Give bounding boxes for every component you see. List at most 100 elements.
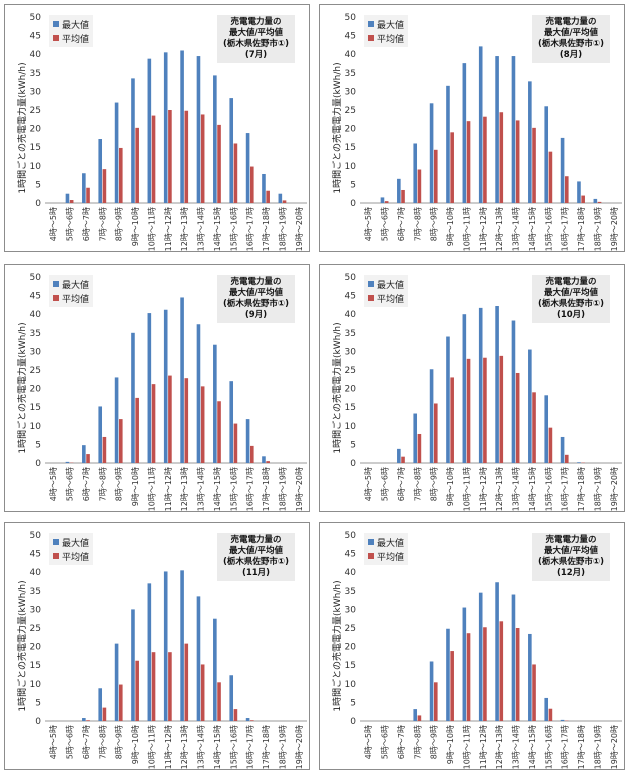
- legend-swatch: [53, 295, 59, 301]
- x-tick-label: 14時～15時: [213, 725, 222, 769]
- x-tick-label: 15時～16時: [544, 207, 553, 251]
- bar-avg: [433, 149, 438, 203]
- y-tick-label: 35: [30, 587, 41, 597]
- y-tick-label: 25: [345, 106, 356, 116]
- chart-panel: 0 5 10 15 20 25 30 35 40 45 50 4時～5時 5時～6時 6時～7時 7時～8時…: [4, 4, 310, 252]
- bar-max: [478, 592, 483, 721]
- chart-title-line: 最大値/平均値: [543, 288, 599, 298]
- chart-panel: 0 5 10 15 20 25 30 35 40 45 50 4時～5時 5時～6時 6時～7時 7時～8時…: [319, 264, 625, 512]
- y-tick-label: 10: [30, 422, 42, 432]
- x-tick-label: 10時～11時: [147, 467, 156, 511]
- chart-title-line: (栃木県佐野市①): [538, 299, 604, 309]
- chart-title-line: 売電電力量の: [545, 17, 597, 27]
- bar-avg: [217, 682, 221, 721]
- bar-max: [577, 462, 581, 463]
- y-axis-title: 1時間ごとの売電電力量(kWh/h): [333, 322, 343, 454]
- bar-chart: 0 5 10 15 20 25 30 35 40 45 50 4時～5時 5時～6時 6時～7時 7時～8時…: [30, 531, 307, 769]
- legend: 最大値 平均値: [364, 15, 409, 47]
- bar-max: [560, 137, 565, 203]
- bar-max: [262, 173, 266, 203]
- bar-max: [495, 582, 499, 721]
- y-tick-label: 50: [345, 13, 357, 23]
- bar-max: [278, 193, 283, 203]
- legend-label: 平均値: [62, 552, 90, 563]
- chart-title-line: 最大値/平均値: [543, 546, 599, 556]
- y-tick-label: 45: [30, 550, 41, 560]
- bar-max: [98, 688, 103, 721]
- legend-max: 最大値: [53, 17, 89, 31]
- chart-title-line: 売電電力量の: [545, 277, 597, 287]
- y-tick-label: 15: [345, 143, 356, 153]
- y-tick-label: 45: [30, 292, 41, 302]
- x-tick-label: 14時～15時: [528, 467, 537, 511]
- x-tick-label: 4時～5時: [364, 207, 373, 241]
- x-tick-label: 16時～17時: [246, 725, 255, 769]
- x-tick-label: 7時～8時: [413, 467, 422, 501]
- y-tick-label: 40: [345, 50, 357, 60]
- bar-avg: [499, 355, 504, 463]
- legend-label: 最大値: [377, 538, 405, 549]
- x-tick-label: 7時～8時: [413, 207, 422, 241]
- bar-max: [213, 75, 217, 203]
- y-tick-label: 10: [30, 680, 42, 690]
- legend-swatch: [53, 553, 59, 559]
- x-tick-label: 18時～19時: [593, 467, 602, 511]
- x-tick-label: 4時～5時: [364, 725, 373, 759]
- y-tick-label: 0: [350, 717, 356, 727]
- x-tick-label: 4時～5時: [364, 467, 373, 501]
- y-tick-label: 40: [30, 310, 42, 320]
- bar-max: [163, 52, 168, 204]
- bar-max: [82, 445, 86, 463]
- x-tick-label: 10時～11時: [147, 207, 156, 251]
- bar-max: [397, 178, 401, 203]
- x-tick-label: 13時～14時: [197, 207, 206, 251]
- x-tick-label: 13時～14時: [197, 467, 206, 511]
- legend-max: 最大値: [53, 535, 89, 549]
- x-tick-label: 7時～8時: [413, 725, 422, 759]
- bar-avg: [450, 651, 454, 721]
- legend-avg: 平均値: [53, 291, 89, 305]
- y-tick-label: 0: [35, 199, 41, 209]
- bar-avg: [86, 454, 90, 463]
- x-tick-label: 19時～20時: [610, 467, 619, 511]
- y-tick-label: 30: [345, 605, 357, 615]
- bar-avg: [266, 461, 270, 463]
- bar-max: [544, 395, 549, 463]
- bar-max: [560, 719, 565, 721]
- legend-swatch: [53, 539, 59, 545]
- x-tick-label: 11時～12時: [164, 725, 173, 769]
- legend-label: 平均値: [377, 552, 405, 563]
- chart-panel: 0 5 10 15 20 25 30 35 40 45 50 4時～5時 5時～6時 6時～7時 7時～8時…: [319, 522, 625, 770]
- x-tick-label: 5時～6時: [381, 207, 390, 241]
- x-tick-label: 13時～14時: [197, 725, 206, 769]
- x-tick-label: 12時～13時: [495, 207, 504, 251]
- x-tick-label: 14時～15時: [528, 207, 537, 251]
- y-tick-label: 0: [350, 199, 356, 209]
- x-tick-label: 14時～15時: [528, 725, 537, 769]
- x-tick-label: 15時～16時: [544, 725, 553, 769]
- bar-avg: [597, 201, 602, 203]
- y-tick-label: 45: [345, 32, 356, 42]
- bar-max: [114, 643, 119, 721]
- y-tick-label: 25: [345, 624, 356, 634]
- chart-panel: 0 5 10 15 20 25 30 35 40 45 50 4時～5時 5時～6時 6時～7時 7時～8時…: [4, 264, 310, 512]
- legend-label: 最大値: [62, 20, 90, 31]
- bar-max: [131, 609, 135, 721]
- bar-avg: [515, 628, 520, 721]
- bar-max: [577, 181, 581, 203]
- bar-max: [397, 448, 401, 463]
- y-tick-label: 10: [345, 680, 357, 690]
- x-tick-label: 13時～14時: [512, 207, 521, 251]
- x-tick-label: 10時～11時: [147, 725, 156, 769]
- bar-avg: [168, 375, 172, 463]
- bar-avg: [249, 166, 254, 203]
- bar-max: [147, 583, 152, 721]
- x-tick-label: 18時～19時: [278, 467, 287, 511]
- chart-month-label: (10月): [556, 310, 586, 320]
- legend-swatch: [368, 553, 374, 559]
- x-tick-label: 18時～19時: [278, 725, 287, 769]
- y-tick-label: 45: [30, 32, 41, 42]
- chart-title-box: 売電電力量の 最大値/平均値 (栃木県佐野市①) (11月): [217, 533, 295, 581]
- bar-avg: [200, 386, 205, 463]
- y-axis-title: 1時間ごとの売電電力量(kWh/h): [18, 580, 28, 712]
